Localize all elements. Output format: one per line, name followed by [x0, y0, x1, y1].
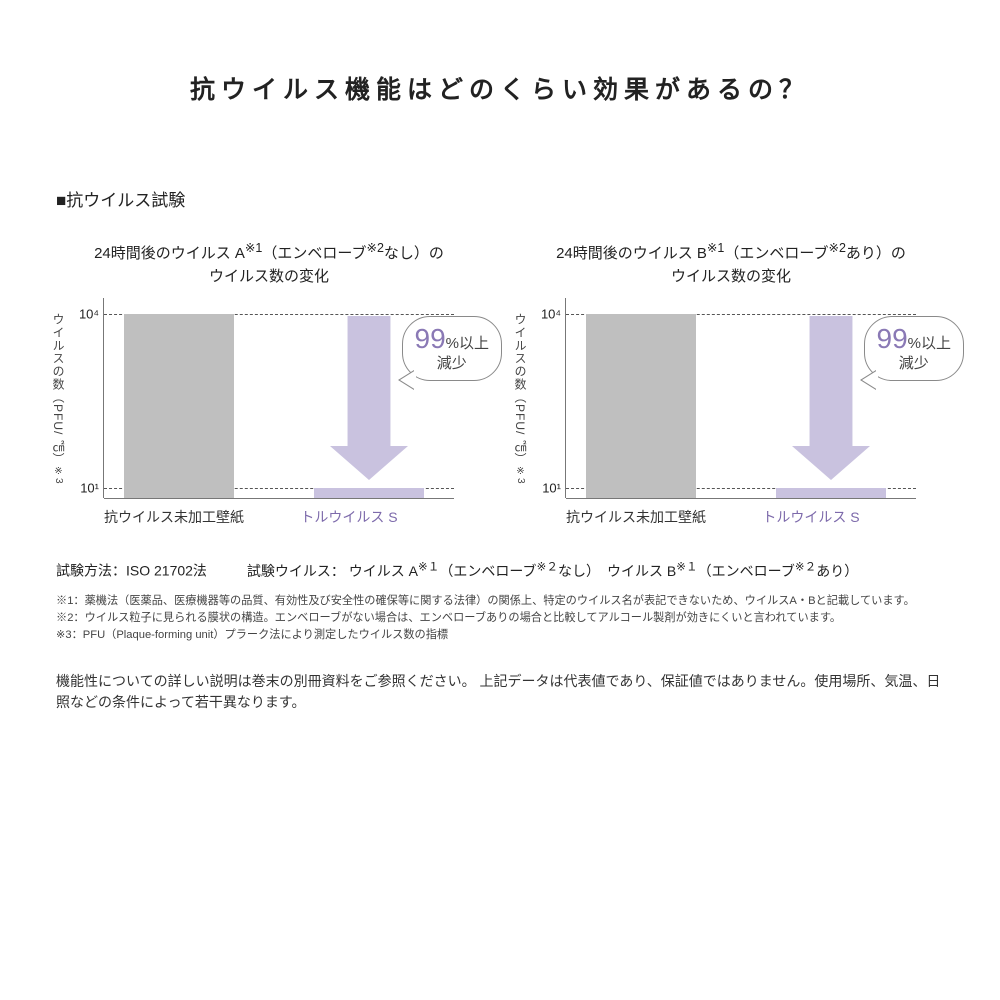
charts-row: 24時間後のウイルス A※1（エンベローブ※2なし）のウイルス数の変化ウイルスの…	[50, 239, 950, 527]
footnote-line: ※1：薬機法（医薬品、医療機器等の品質、有効性及び安全性の確保等に関する法律）の…	[56, 593, 944, 610]
plot-wrap: ウイルスの数（PFU/ ㎠）※3 10⁴ 10¹ 99%以上減少	[512, 298, 950, 499]
bar-treated	[314, 488, 424, 498]
reduction-arrow-icon	[792, 316, 870, 480]
page-title: 抗ウイルス機能はどのくらい効果があるの？	[50, 70, 950, 106]
x-label: 抗ウイルス未加工壁紙	[84, 499, 264, 527]
y-axis-label: ウイルスの数（PFU/ ㎠）※3	[512, 298, 531, 499]
footnotes: ※1：薬機法（医薬品、医療機器等の品質、有効性及び安全性の確保等に関する法律）の…	[56, 593, 944, 645]
y-tick: 10¹	[80, 481, 99, 496]
footnote-line: ※2：ウイルス粒子に見られる膜状の構造。エンベローブがない場合は、エンベローブあ…	[56, 610, 944, 627]
test-method-line: 試験方法：ISO 21702法 試験ウイルス： ウイルス A※１（エンベローブ※…	[56, 557, 950, 581]
method-b: 試験ウイルス： ウイルス A※１（エンベローブ※２なし） ウイルス B※１（エン…	[247, 563, 858, 579]
y-tick: 10⁴	[79, 307, 99, 322]
y-axis: 10⁴ 10¹	[69, 298, 104, 498]
x-label: トルウイルス S	[264, 499, 434, 527]
plot-wrap: ウイルスの数（PFU/ ㎠）※3 10⁴ 10¹ 99%以上減少	[50, 298, 488, 499]
page: 抗ウイルス機能はどのくらい効果があるの？ ■抗ウイルス試験 24時間後のウイルス…	[0, 0, 1000, 1000]
bar-treated	[776, 488, 886, 498]
reduction-arrow-icon	[330, 316, 408, 480]
section-label: ■抗ウイルス試験	[56, 186, 950, 211]
plot-area: 99%以上減少	[566, 298, 916, 499]
x-label: 抗ウイルス未加工壁紙	[546, 499, 726, 527]
x-axis-labels: 抗ウイルス未加工壁紙トルウイルス S	[546, 499, 950, 527]
chart-block: 24時間後のウイルス A※1（エンベローブ※2なし）のウイルス数の変化ウイルスの…	[50, 239, 488, 527]
reduction-callout: 99%以上減少	[864, 316, 965, 381]
y-axis-label: ウイルスの数（PFU/ ㎠）※3	[50, 298, 69, 499]
y-tick: 10⁴	[541, 307, 561, 322]
x-axis-labels: 抗ウイルス未加工壁紙トルウイルス S	[84, 499, 488, 527]
y-tick: 10¹	[542, 481, 561, 496]
plot-area: 99%以上減少	[104, 298, 454, 499]
reduction-callout: 99%以上減少	[402, 316, 503, 381]
closing-note: 機能性についての詳しい説明は巻末の別冊資料をご参照ください。 上記データは代表値…	[56, 671, 944, 713]
chart-block: 24時間後のウイルス B※1（エンベローブ※2あり）のウイルス数の変化ウイルスの…	[512, 239, 950, 527]
bar-control	[124, 314, 234, 498]
footnote-line: ※3：PFU（Plaque-forming unit）プラーク法により測定したウ…	[56, 627, 944, 644]
bar-control	[586, 314, 696, 498]
method-a: 試験方法：ISO 21702法	[56, 563, 207, 579]
chart-title: 24時間後のウイルス B※1（エンベローブ※2あり）のウイルス数の変化	[512, 239, 950, 288]
callout-tail-fill-icon	[862, 370, 878, 390]
x-label: トルウイルス S	[726, 499, 896, 527]
chart-title: 24時間後のウイルス A※1（エンベローブ※2なし）のウイルス数の変化	[50, 239, 488, 288]
callout-tail-fill-icon	[400, 370, 416, 390]
y-axis: 10⁴ 10¹	[531, 298, 566, 498]
